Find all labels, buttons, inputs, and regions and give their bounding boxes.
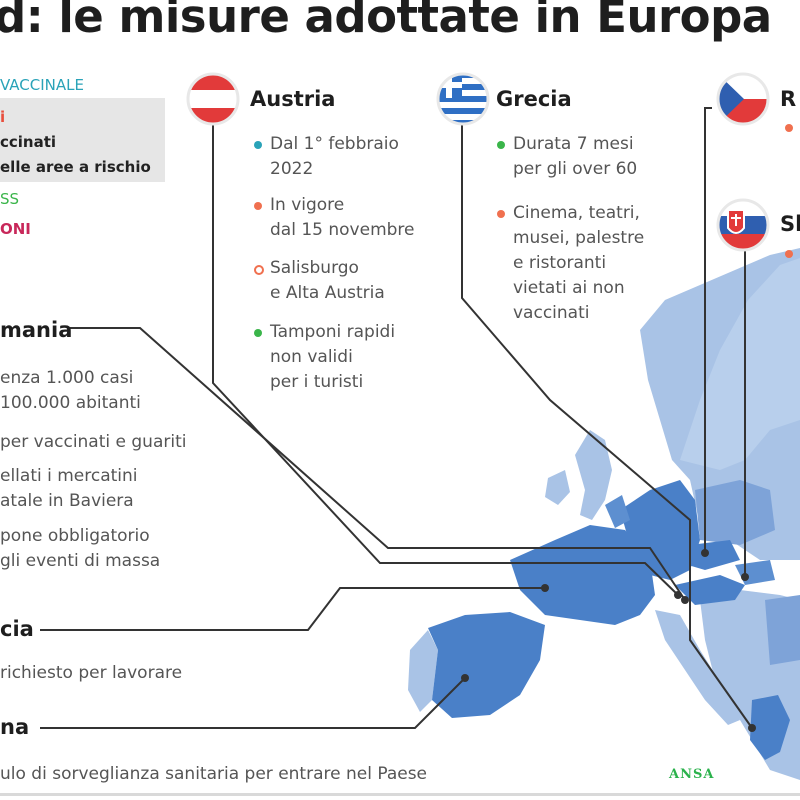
czech-flag-icon (716, 72, 770, 126)
legend-vaccinati: ccinati (0, 133, 57, 151)
germania-item-2: per vaccinati e guariti (0, 432, 187, 452)
map-region-ireland (545, 470, 570, 505)
bullet-outline-icon (254, 265, 264, 275)
connector-spagna (40, 677, 466, 729)
rep-ceca-heading: R (780, 87, 797, 111)
austria-flag-icon (186, 72, 240, 126)
map-region-benelux (605, 495, 630, 528)
bullet-icon (497, 141, 505, 149)
grecia-heading: Grecia (496, 87, 572, 111)
map-region-romania (765, 595, 800, 665)
map-region-austria (675, 575, 745, 605)
austria-heading: Austria (250, 87, 336, 111)
map-region-portugal (408, 630, 438, 712)
dot-francia (541, 584, 549, 592)
map-region-scandinavia (680, 258, 800, 470)
germania-heading: mania (0, 318, 73, 342)
map-region-italy (655, 610, 740, 725)
dot-slovacchia (741, 573, 749, 581)
spagna-heading: na (0, 715, 30, 739)
map-region-greece (750, 695, 790, 760)
legend-red-i: i (0, 108, 6, 126)
dot-rep-ceca (701, 549, 709, 557)
connector-lines (40, 107, 753, 729)
greece-flag-icon (436, 72, 490, 126)
bullet-icon (497, 210, 505, 218)
francia-heading: cia (0, 617, 34, 641)
legend-aree: elle aree a rischio (0, 158, 151, 176)
legend-vaccinale: VACCINALE (0, 76, 84, 94)
bullet-icon (254, 141, 262, 149)
connector-rep-ceca (704, 107, 712, 553)
austria-item-1: Dal 1° febbraio 2022 (254, 132, 399, 182)
connector-dots (461, 549, 756, 732)
legend-box (0, 98, 165, 182)
slovakia-flag-icon (716, 198, 770, 252)
spagna-text: ulo di sorveglianza sanitaria per entrar… (0, 764, 428, 784)
legend-oni: ONI (0, 220, 31, 238)
bullet-icon (254, 329, 262, 337)
austria-item-4: Tamponi rapidi non validi per i turisti (254, 320, 395, 395)
footer-divider (0, 793, 800, 796)
connector-francia (40, 587, 545, 631)
legend-ss: SS (0, 190, 20, 208)
map-region-france (510, 525, 655, 625)
germania-item-4: pone obbligatorio gli eventi di massa (0, 526, 161, 571)
slovacchia-heading: Sl (780, 212, 800, 236)
bullet-icon (254, 202, 262, 210)
germania-item-3: ellati i mercatini atale in Baviera (0, 466, 138, 511)
connector-grecia (461, 118, 753, 729)
dot-germania (681, 596, 689, 604)
grecia-item-1: Durata 7 mesi per gli over 60 (497, 132, 637, 182)
slovacchia-bullet-icon (785, 250, 793, 258)
connector-germania (70, 327, 686, 601)
francia-text: richiesto per lavorare (0, 663, 183, 683)
map-region-poland (695, 480, 775, 545)
map-region-germany (620, 480, 700, 580)
map-region-spain (428, 612, 545, 718)
connector-austria (212, 118, 679, 596)
rep-ceca-bullet-icon (785, 124, 793, 132)
grecia-item-2: Cinema, teatri, musei, palestre e ristor… (497, 201, 644, 326)
austria-item-2: In vigore dal 15 novembre (254, 193, 415, 243)
source-logo: ANSA (669, 767, 715, 782)
map-region-slovakia (735, 560, 775, 585)
dot-spagna (461, 674, 469, 682)
map-region-czech (688, 540, 740, 570)
dot-grecia (748, 724, 756, 732)
page-title: d: le misure adottate in Europa (0, 0, 772, 43)
austria-item-3: Salisburgo e Alta Austria (254, 256, 385, 306)
germania-item-1: enza 1.000 casi 100.000 abitanti (0, 368, 141, 413)
dot-austria (674, 591, 682, 599)
map-region-uk (575, 430, 612, 520)
